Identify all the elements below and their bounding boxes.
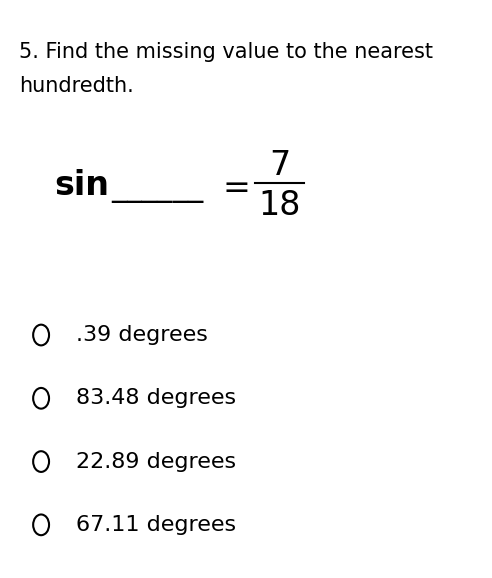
Text: .39 degrees: .39 degrees — [76, 325, 208, 345]
Text: 67.11 degrees: 67.11 degrees — [76, 515, 237, 535]
Text: ______: ______ — [112, 174, 204, 203]
Text: =: = — [222, 172, 250, 205]
Text: 7: 7 — [269, 149, 290, 182]
Text: 18: 18 — [258, 189, 301, 222]
Text: sin: sin — [54, 169, 109, 202]
Text: 22.89 degrees: 22.89 degrees — [76, 451, 237, 472]
Text: hundredth.: hundredth. — [19, 76, 134, 96]
Text: 5. Find the missing value to the nearest: 5. Find the missing value to the nearest — [19, 42, 433, 62]
Text: 83.48 degrees: 83.48 degrees — [76, 388, 237, 408]
